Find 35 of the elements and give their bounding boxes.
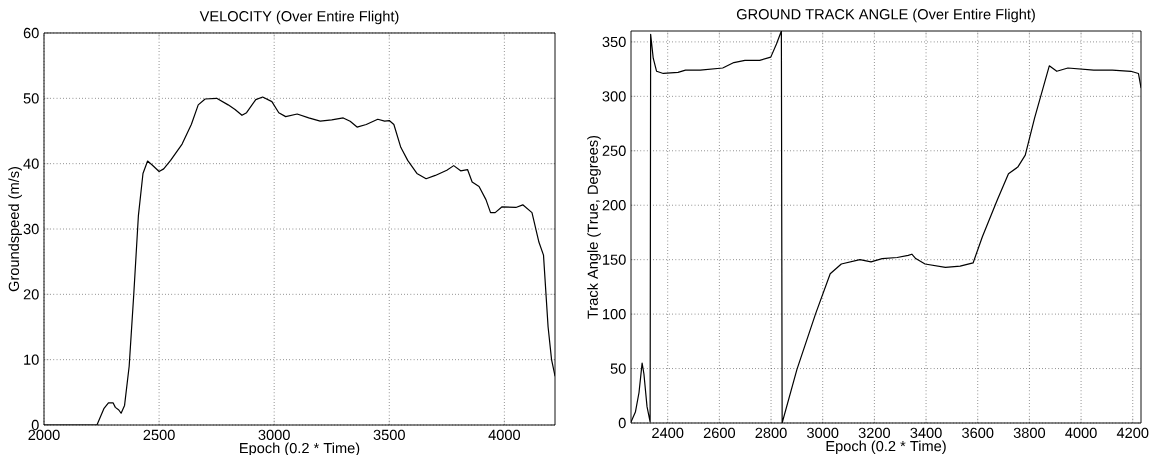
y-tick-label: 100 bbox=[603, 308, 626, 320]
y-tick-label: 350 bbox=[602, 36, 626, 48]
x-tick-label: 4000 bbox=[488, 429, 521, 441]
x-tick-label: 2800 bbox=[755, 427, 787, 439]
x-tick-label: 4200 bbox=[1116, 427, 1149, 439]
chart-title: VELOCITY (Over Entire Flight) bbox=[199, 10, 399, 25]
y-tick-label: 40 bbox=[23, 158, 39, 169]
chart-title: GROUND TRACK ANGLE (Over Entire Flight) bbox=[736, 8, 1035, 23]
y-axis-title: Track Angle (True, Degrees) bbox=[587, 135, 601, 319]
x-axis-title: Epoch (0.2 * Time) bbox=[826, 440, 946, 455]
x-tick-label: 3000 bbox=[258, 429, 290, 441]
x-tick-label: 2600 bbox=[703, 427, 736, 439]
x-tick-label: 3200 bbox=[858, 427, 891, 439]
y-tick-label: 200 bbox=[602, 200, 626, 211]
y-tick-label: 10 bbox=[24, 354, 39, 365]
y-tick-label: 150 bbox=[603, 254, 626, 265]
x-tick-label: 2500 bbox=[143, 429, 175, 441]
y-tick-label: 0 bbox=[31, 419, 39, 431]
y-tick-label: 300 bbox=[602, 91, 626, 102]
x-tick-label: 2400 bbox=[652, 427, 684, 439]
x-tick-label: 3500 bbox=[373, 429, 405, 441]
y-tick-label: 20 bbox=[23, 289, 39, 300]
x-tick-label: 4000 bbox=[1065, 427, 1097, 439]
x-tick-label: 3600 bbox=[962, 427, 994, 439]
y-tick-label: 50 bbox=[23, 93, 39, 104]
y-tick-label: 50 bbox=[610, 363, 626, 374]
y-tick-label: 250 bbox=[602, 145, 626, 156]
x-tick-label: 3400 bbox=[910, 427, 942, 439]
y-tick-label: 60 bbox=[23, 27, 39, 39]
x-tick-label: 2000 bbox=[28, 429, 60, 441]
x-tick-label: 3000 bbox=[807, 427, 839, 439]
y-tick-label: 30 bbox=[23, 223, 39, 235]
y-tick-label: 0 bbox=[618, 417, 626, 429]
y-axis-title: Groundspeed (m/s) bbox=[8, 166, 22, 292]
x-tick-label: 3800 bbox=[1013, 427, 1046, 439]
